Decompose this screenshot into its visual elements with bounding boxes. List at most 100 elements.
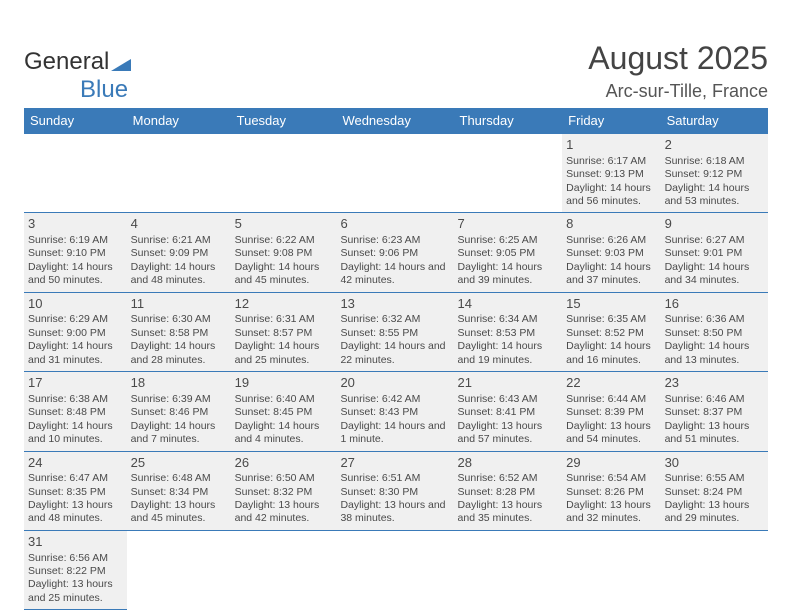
daylight-line: Daylight: 14 hours and 28 minutes. [131, 340, 227, 367]
daylight-line: Daylight: 13 hours and 42 minutes. [235, 499, 333, 526]
sunset-line: Sunset: 8:34 PM [131, 486, 227, 499]
sunrise-line: Sunrise: 6:48 AM [131, 472, 227, 485]
sunset-line: Sunset: 8:50 PM [665, 327, 764, 340]
day-number: 8 [566, 216, 656, 233]
calendar-row: 17Sunrise: 6:38 AMSunset: 8:48 PMDayligh… [24, 372, 768, 451]
calendar-cell: 31Sunrise: 6:56 AMSunset: 8:22 PMDayligh… [24, 530, 127, 609]
calendar-cell: 25Sunrise: 6:48 AMSunset: 8:34 PMDayligh… [127, 451, 231, 530]
sunset-line: Sunset: 8:39 PM [566, 406, 656, 419]
calendar-row: 24Sunrise: 6:47 AMSunset: 8:35 PMDayligh… [24, 451, 768, 530]
calendar-cell-blank [454, 530, 563, 609]
daylight-line: Daylight: 14 hours and 13 minutes. [665, 340, 764, 367]
sunrise-line: Sunrise: 6:55 AM [665, 472, 764, 485]
calendar-cell: 2Sunrise: 6:18 AMSunset: 9:12 PMDaylight… [661, 134, 768, 213]
calendar-cell: 30Sunrise: 6:55 AMSunset: 8:24 PMDayligh… [661, 451, 768, 530]
day-number: 20 [340, 375, 449, 392]
daylight-line: Daylight: 14 hours and 7 minutes. [131, 420, 227, 447]
logo-text-2: Blue [80, 76, 128, 103]
calendar-cell-empty [336, 134, 453, 213]
calendar-row: 10Sunrise: 6:29 AMSunset: 9:00 PMDayligh… [24, 292, 768, 371]
weekday-header: Sunday [24, 108, 127, 134]
day-number: 11 [131, 296, 227, 313]
calendar-table: SundayMondayTuesdayWednesdayThursdayFrid… [24, 108, 768, 610]
day-number: 31 [28, 534, 123, 551]
daylight-line: Daylight: 13 hours and 35 minutes. [458, 499, 559, 526]
daylight-line: Daylight: 14 hours and 16 minutes. [566, 340, 656, 367]
day-number: 12 [235, 296, 333, 313]
calendar-cell-empty [24, 134, 127, 213]
sunrise-line: Sunrise: 6:25 AM [458, 234, 559, 247]
calendar-cell: 27Sunrise: 6:51 AMSunset: 8:30 PMDayligh… [336, 451, 453, 530]
weekday-header: Thursday [454, 108, 563, 134]
daylight-line: Daylight: 14 hours and 34 minutes. [665, 261, 764, 288]
logo-triangle-icon [111, 55, 131, 71]
sunset-line: Sunset: 8:45 PM [235, 406, 333, 419]
weekday-header: Monday [127, 108, 231, 134]
sunrise-line: Sunrise: 6:35 AM [566, 313, 656, 326]
sunset-line: Sunset: 9:09 PM [131, 247, 227, 260]
daylight-line: Daylight: 14 hours and 45 minutes. [235, 261, 333, 288]
day-number: 27 [340, 455, 449, 472]
sunrise-line: Sunrise: 6:42 AM [340, 393, 449, 406]
sunrise-line: Sunrise: 6:32 AM [340, 313, 449, 326]
daylight-line: Daylight: 14 hours and 42 minutes. [340, 261, 449, 288]
sunrise-line: Sunrise: 6:18 AM [665, 155, 764, 168]
day-number: 25 [131, 455, 227, 472]
sunset-line: Sunset: 9:01 PM [665, 247, 764, 260]
location: Arc-sur-Tille, France [588, 81, 768, 102]
sunset-line: Sunset: 8:58 PM [131, 327, 227, 340]
sunrise-line: Sunrise: 6:26 AM [566, 234, 656, 247]
day-number: 3 [28, 216, 123, 233]
sunrise-line: Sunrise: 6:40 AM [235, 393, 333, 406]
daylight-line: Daylight: 14 hours and 50 minutes. [28, 261, 123, 288]
day-number: 17 [28, 375, 123, 392]
day-number: 19 [235, 375, 333, 392]
daylight-line: Daylight: 14 hours and 56 minutes. [566, 182, 656, 209]
day-number: 16 [665, 296, 764, 313]
day-number: 28 [458, 455, 559, 472]
sunrise-line: Sunrise: 6:22 AM [235, 234, 333, 247]
sunset-line: Sunset: 8:52 PM [566, 327, 656, 340]
daylight-line: Daylight: 14 hours and 53 minutes. [665, 182, 764, 209]
calendar-cell: 15Sunrise: 6:35 AMSunset: 8:52 PMDayligh… [562, 292, 660, 371]
calendar-cell: 22Sunrise: 6:44 AMSunset: 8:39 PMDayligh… [562, 372, 660, 451]
sunset-line: Sunset: 8:41 PM [458, 406, 559, 419]
sunset-line: Sunset: 8:55 PM [340, 327, 449, 340]
day-number: 6 [340, 216, 449, 233]
daylight-line: Daylight: 14 hours and 22 minutes. [340, 340, 449, 367]
calendar-cell-empty [127, 134, 231, 213]
sunrise-line: Sunrise: 6:30 AM [131, 313, 227, 326]
sunrise-line: Sunrise: 6:34 AM [458, 313, 559, 326]
daylight-line: Daylight: 14 hours and 25 minutes. [235, 340, 333, 367]
calendar-cell: 19Sunrise: 6:40 AMSunset: 8:45 PMDayligh… [231, 372, 337, 451]
weekday-header: Saturday [661, 108, 768, 134]
daylight-line: Daylight: 14 hours and 1 minute. [340, 420, 449, 447]
sunrise-line: Sunrise: 6:56 AM [28, 552, 123, 565]
logo-text-1: General [24, 48, 109, 75]
sunset-line: Sunset: 8:48 PM [28, 406, 123, 419]
daylight-line: Daylight: 13 hours and 29 minutes. [665, 499, 764, 526]
calendar-cell-empty [231, 134, 337, 213]
daylight-line: Daylight: 13 hours and 48 minutes. [28, 499, 123, 526]
day-number: 26 [235, 455, 333, 472]
sunset-line: Sunset: 9:00 PM [28, 327, 123, 340]
daylight-line: Daylight: 13 hours and 51 minutes. [665, 420, 764, 447]
daylight-line: Daylight: 14 hours and 31 minutes. [28, 340, 123, 367]
sunrise-line: Sunrise: 6:21 AM [131, 234, 227, 247]
calendar-cell-blank [661, 530, 768, 609]
sunset-line: Sunset: 9:03 PM [566, 247, 656, 260]
sunset-line: Sunset: 8:30 PM [340, 486, 449, 499]
daylight-line: Daylight: 14 hours and 37 minutes. [566, 261, 656, 288]
sunset-line: Sunset: 8:35 PM [28, 486, 123, 499]
calendar-cell: 1Sunrise: 6:17 AMSunset: 9:13 PMDaylight… [562, 134, 660, 213]
calendar-cell: 8Sunrise: 6:26 AMSunset: 9:03 PMDaylight… [562, 213, 660, 292]
calendar-cell: 13Sunrise: 6:32 AMSunset: 8:55 PMDayligh… [336, 292, 453, 371]
sunrise-line: Sunrise: 6:23 AM [340, 234, 449, 247]
sunrise-line: Sunrise: 6:29 AM [28, 313, 123, 326]
calendar-cell: 6Sunrise: 6:23 AMSunset: 9:06 PMDaylight… [336, 213, 453, 292]
sunset-line: Sunset: 9:05 PM [458, 247, 559, 260]
weekday-row: SundayMondayTuesdayWednesdayThursdayFrid… [24, 108, 768, 134]
calendar-cell: 18Sunrise: 6:39 AMSunset: 8:46 PMDayligh… [127, 372, 231, 451]
calendar-cell: 3Sunrise: 6:19 AMSunset: 9:10 PMDaylight… [24, 213, 127, 292]
sunset-line: Sunset: 9:10 PM [28, 247, 123, 260]
